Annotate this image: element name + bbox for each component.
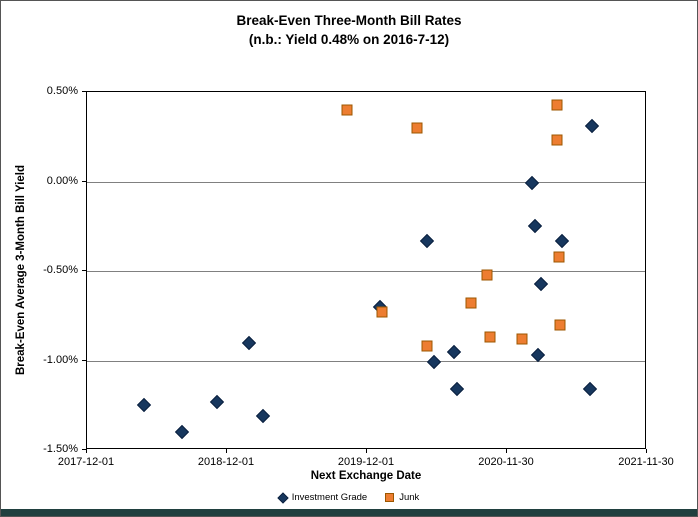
- investment-grade-point: [585, 118, 600, 134]
- y-tick-mark: [82, 180, 86, 182]
- junk-point: [481, 269, 493, 281]
- y-tick-mark: [82, 359, 86, 361]
- y-tick-mark: [82, 449, 86, 450]
- y-tick-label: -1.00%: [43, 353, 78, 366]
- legend: Investment Grade Junk: [1, 491, 697, 504]
- y-tick-mark: [82, 270, 86, 271]
- y-tick-label: -1.50%: [43, 443, 78, 455]
- investment-grade-point: [427, 355, 442, 370]
- y-tick-label: -0.50%: [43, 264, 78, 276]
- x-tick-mark: [366, 449, 367, 453]
- investment-grade-point: [242, 335, 257, 350]
- junk-point: [484, 331, 496, 343]
- x-tick-mark: [646, 449, 647, 453]
- y-tick-label: 0.50%: [46, 85, 78, 97]
- x-tick-label: 2021-11-30: [618, 456, 674, 468]
- investment-grade-point: [256, 408, 271, 424]
- legend-label-junk: Junk: [399, 492, 420, 503]
- junk-point: [411, 122, 423, 134]
- junk-point: [376, 306, 388, 318]
- junk-point: [465, 297, 477, 309]
- investment-grade-point: [175, 425, 190, 440]
- x-tick-label: 2017-12-01: [57, 456, 115, 468]
- gridline: [87, 360, 645, 362]
- junk-point: [551, 134, 563, 146]
- x-axis-title: Next Exchange Date: [310, 470, 422, 482]
- investment-grade-point: [525, 176, 540, 191]
- x-tick-label: 2020-11-30: [478, 456, 534, 468]
- junk-square-icon: [385, 493, 395, 502]
- legend-item-investment-grade: Investment Grade: [277, 491, 368, 504]
- x-tick-label: 2019-12-01: [337, 456, 395, 468]
- junk-point: [516, 333, 528, 345]
- investment-grade-diamond-icon: [277, 491, 289, 504]
- bottom-strip: [1, 509, 697, 516]
- legend-item-junk: Junk: [385, 492, 419, 503]
- plot-area: [86, 91, 646, 449]
- chart-subtitle: (n.b.: Yield 0.48% on 2016-7-12): [248, 31, 450, 47]
- gridline: [87, 271, 645, 272]
- legend-label-investment-grade: Investment Grade: [291, 492, 368, 503]
- y-tick-mark: [82, 91, 86, 92]
- junk-point: [554, 319, 566, 331]
- investment-grade-point: [554, 233, 569, 248]
- investment-grade-point: [449, 382, 464, 397]
- x-tick-mark: [86, 449, 87, 453]
- junk-point: [551, 99, 563, 111]
- investment-grade-point: [420, 233, 435, 248]
- junk-point: [553, 251, 565, 263]
- investment-grade-point: [137, 398, 152, 413]
- junk-point: [341, 104, 353, 116]
- gridline: [87, 181, 645, 183]
- x-tick-label: 2018-12-01: [197, 456, 255, 468]
- investment-grade-point: [446, 344, 461, 359]
- x-tick-mark: [506, 449, 507, 453]
- y-tick-label: 0.00%: [46, 174, 78, 187]
- investment-grade-point: [582, 382, 597, 397]
- x-tick-mark: [226, 449, 227, 453]
- chart-title: Break-Even Three-Month Bill Rates: [236, 13, 462, 28]
- investment-grade-point: [210, 394, 225, 409]
- investment-grade-point: [533, 276, 548, 291]
- junk-point: [421, 340, 433, 352]
- investment-grade-point: [527, 219, 543, 234]
- chart-title-block: Break-Even Three-Month Bill Rates (n.b.:…: [1, 12, 697, 50]
